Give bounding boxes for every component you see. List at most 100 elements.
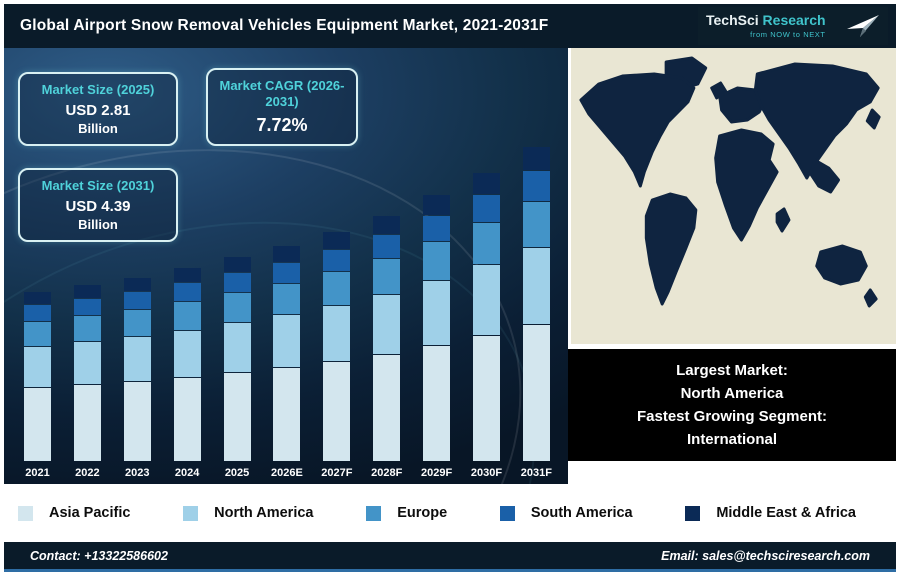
- segment-north-america: [123, 337, 151, 381]
- stat-value: USD 2.81: [65, 102, 131, 120]
- bar-stack: [223, 257, 251, 461]
- segment-asia-pacific: [73, 385, 101, 461]
- largest-market-value: North America: [680, 384, 784, 402]
- segment-europe: [173, 302, 201, 330]
- segment-north-america: [223, 323, 251, 372]
- segment-middle-east-africa: [423, 195, 451, 215]
- stat-label: Market CAGR (2026-2031): [219, 78, 345, 110]
- legend-item-asia-pacific: Asia Pacific: [18, 505, 130, 521]
- legend-item-europe: Europe: [366, 505, 447, 521]
- segment-north-america: [73, 342, 101, 384]
- world-map: [568, 48, 896, 344]
- bar-column-2028F: 2028F: [363, 216, 410, 479]
- bar-column-2031F: 2031F: [513, 147, 560, 479]
- bar-column-2027F: 2027F: [313, 232, 360, 479]
- legend-item-north-america: North America: [183, 505, 314, 521]
- bar-stack: [423, 195, 451, 461]
- segment-europe: [273, 284, 301, 314]
- x-axis-label: 2029F: [421, 467, 453, 479]
- segment-north-america: [373, 295, 401, 354]
- segment-europe: [123, 310, 151, 336]
- segment-south-america: [373, 235, 401, 258]
- bar-stack: [73, 285, 101, 461]
- x-axis-label: 2027F: [321, 467, 353, 479]
- bar-column-2024: 2024: [164, 268, 211, 479]
- stat-value: USD 4.39: [65, 198, 131, 216]
- bar-stack: [323, 232, 351, 461]
- bar-column-2025: 2025: [214, 257, 261, 479]
- footer: Contact: +13322586602 Email: sales@techs…: [4, 542, 896, 572]
- legend-label: South America: [530, 505, 633, 521]
- page-title: Global Airport Snow Removal Vehicles Equ…: [20, 17, 549, 34]
- segment-asia-pacific: [223, 373, 251, 461]
- segment-middle-east-africa: [223, 257, 251, 272]
- bar-column-2026E: 2026E: [263, 246, 310, 479]
- segment-middle-east-africa: [24, 292, 51, 304]
- body: Market Size (2025) USD 2.81 Billion Mark…: [4, 48, 896, 484]
- world-map-svg: [571, 48, 896, 344]
- x-axis-label: 2030F: [470, 467, 503, 479]
- segment-asia-pacific: [123, 382, 151, 461]
- segment-middle-east-africa: [173, 268, 201, 282]
- brand-primary: TechSci: [706, 12, 759, 29]
- legend-label: North America: [214, 505, 314, 521]
- header: Global Airport Snow Removal Vehicles Equ…: [4, 4, 896, 48]
- segment-south-america: [123, 292, 151, 309]
- segment-north-america: [173, 331, 201, 377]
- bar-column-2030F: 2030F: [463, 173, 510, 479]
- segment-south-america: [173, 283, 201, 301]
- stat-box-market-size-2031: Market Size (2031) USD 4.39 Billion: [18, 168, 178, 243]
- segment-north-america: [323, 306, 351, 361]
- segment-middle-east-africa: [273, 246, 301, 262]
- segment-europe: [73, 316, 101, 341]
- legend-item-south-america: South America: [499, 505, 633, 521]
- segment-north-america: [522, 248, 550, 324]
- x-axis-label: 2026E: [271, 467, 303, 479]
- segment-asia-pacific: [323, 362, 351, 461]
- bar-stack: [24, 292, 51, 461]
- stat-unit: Billion: [78, 217, 118, 233]
- bar-stack: [173, 268, 201, 461]
- segment-asia-pacific: [423, 346, 451, 461]
- segment-middle-east-africa: [522, 147, 550, 170]
- legend-swatch: [18, 505, 33, 521]
- segment-europe: [373, 259, 401, 294]
- segment-south-america: [323, 250, 351, 271]
- stat-unit: Billion: [78, 121, 118, 137]
- chart-panel: Market Size (2025) USD 2.81 Billion Mark…: [4, 48, 568, 484]
- segment-asia-pacific: [273, 368, 301, 461]
- segment-asia-pacific: [173, 378, 201, 461]
- stat-box-market-cagr: Market CAGR (2026-2031) 7.72%: [206, 68, 358, 146]
- paper-plane-icon: [847, 15, 879, 37]
- segment-asia-pacific: [522, 325, 550, 461]
- bar-column-2021: 2021: [14, 292, 61, 479]
- logo-text: TechSci Research from NOW to NEXT: [706, 12, 826, 39]
- x-axis-label: 2028F: [371, 467, 403, 479]
- right-column: Largest Market: North America Fastest Gr…: [568, 48, 896, 484]
- segment-middle-east-africa: [123, 278, 151, 291]
- legend-swatch: [183, 505, 199, 521]
- segment-south-america: [24, 305, 51, 321]
- bar-stack: [123, 278, 151, 461]
- x-axis-label: 2023: [125, 467, 150, 479]
- segment-south-america: [73, 299, 101, 315]
- legend-label: Europe: [397, 505, 448, 521]
- segment-north-america: [473, 265, 501, 335]
- segment-europe: [323, 272, 351, 305]
- market-info-box: Largest Market: North America Fastest Gr…: [568, 349, 896, 461]
- stat-box-market-size-2025: Market Size (2025) USD 2.81 Billion: [18, 72, 178, 147]
- stat-value: 7.72%: [256, 114, 308, 135]
- segment-asia-pacific: [373, 355, 401, 461]
- legend-label: Middle East & Africa: [716, 505, 856, 521]
- legend-swatch: [366, 505, 382, 521]
- segment-north-america: [273, 315, 301, 367]
- bar-column-2023: 2023: [114, 278, 161, 479]
- segment-middle-east-africa: [373, 216, 401, 234]
- segment-europe: [522, 202, 550, 247]
- stacked-bar-chart: 2021 2022 2023 2024 2025 2026E 2027F 2028F 2029F…: [14, 147, 560, 479]
- legend-swatch: [685, 505, 701, 521]
- segment-europe: [473, 223, 501, 264]
- bar-stack: [473, 173, 501, 461]
- fastest-segment-label: Fastest Growing Segment:: [636, 408, 828, 425]
- contact-phone: Contact: +13322586602: [30, 548, 168, 563]
